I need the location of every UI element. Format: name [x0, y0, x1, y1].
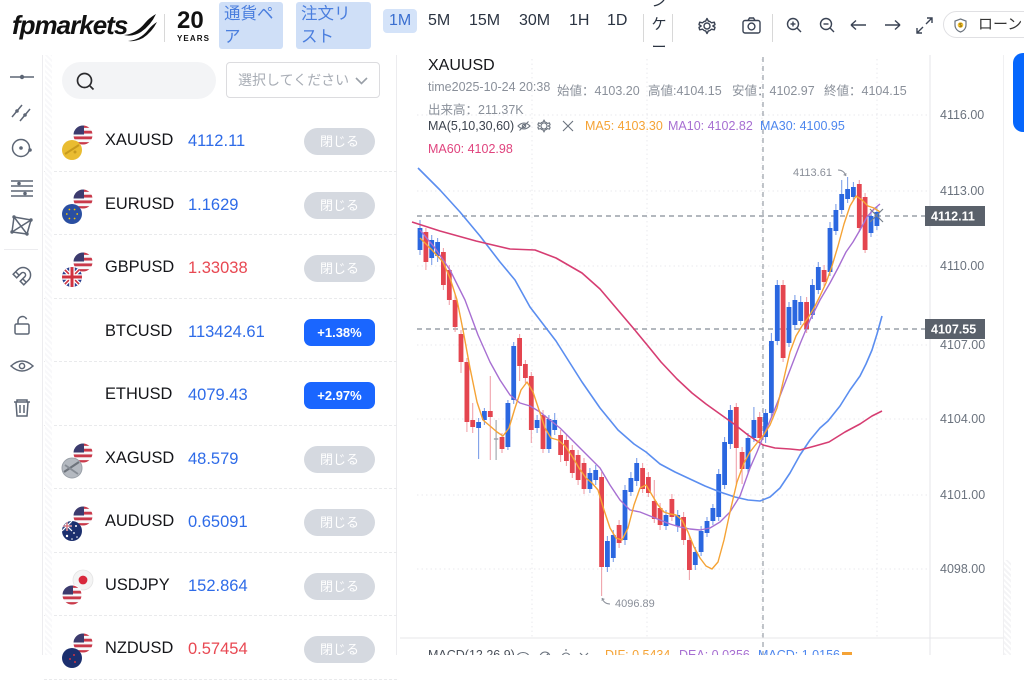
svg-text:4113.00: 4113.00: [940, 184, 984, 198]
svg-text:MACD(12,26,9): MACD(12,26,9): [428, 648, 515, 655]
svg-text:4098.00: 4098.00: [940, 562, 985, 576]
svg-text:4113.61: 4113.61: [793, 167, 832, 179]
svg-text:4112.11: 4112.11: [931, 210, 975, 224]
svg-text:4101.00: 4101.00: [940, 488, 985, 502]
svg-text:$: $: [959, 23, 962, 29]
svg-text:4104.00: 4104.00: [940, 412, 985, 426]
svg-text:4096.89: 4096.89: [615, 598, 655, 610]
svg-text:DEA: 0.0356: DEA: 0.0356: [679, 648, 750, 655]
svg-text:4107.55: 4107.55: [931, 323, 976, 337]
svg-text:4107.00: 4107.00: [940, 338, 985, 352]
svg-text:MACD: 1.0156: MACD: 1.0156: [758, 648, 840, 655]
svg-text:DIF: 0.5434: DIF: 0.5434: [605, 648, 670, 655]
svg-text:4110.00: 4110.00: [940, 259, 984, 273]
svg-text:4116.00: 4116.00: [940, 108, 984, 122]
